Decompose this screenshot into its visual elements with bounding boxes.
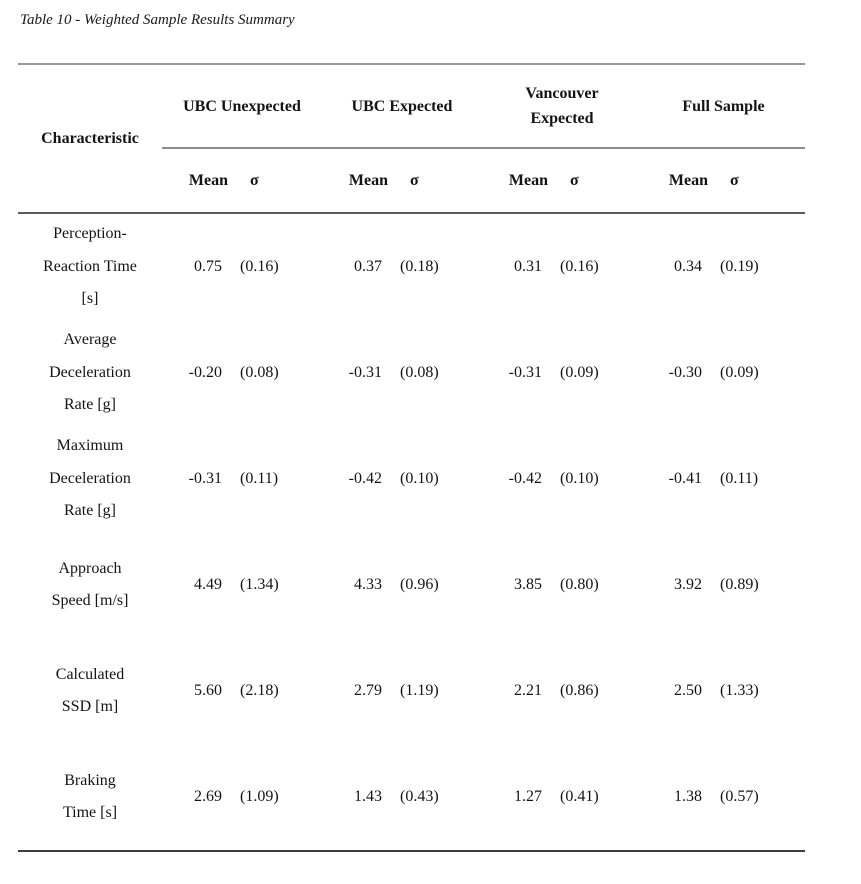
mean-value: -0.31 — [188, 470, 222, 487]
sigma-value: (0.80) — [560, 576, 599, 593]
row-label-line: Maximum — [56, 437, 124, 455]
row-label: Braking Time [s] — [18, 744, 162, 850]
mean-value: 2.21 — [514, 682, 542, 699]
column-header-characteristic: Characteristic — [18, 65, 162, 214]
row-label-line: Calculated — [55, 665, 125, 683]
mean-value: 3.85 — [514, 576, 542, 593]
row-label-line: Perception- — [53, 225, 127, 243]
mean-value: -0.20 — [188, 364, 222, 381]
sigma-value: (1.19) — [400, 682, 439, 699]
sigma-value: (0.18) — [400, 258, 439, 275]
subheader-mean: Mean — [642, 149, 718, 214]
column-group-ubc-expected: UBC Expected — [322, 65, 482, 149]
sigma-value: (1.34) — [240, 576, 279, 593]
mean-value: -0.41 — [668, 470, 702, 487]
row-label-line: Reaction Time — [43, 257, 137, 275]
sigma-value: (1.09) — [240, 788, 279, 805]
row-label-line: Deceleration — [49, 363, 131, 381]
sigma-value: (0.41) — [560, 788, 599, 805]
sigma-value: (1.33) — [720, 682, 759, 699]
mean-value: 0.31 — [514, 258, 542, 275]
row-label-line: Rate [g] — [64, 396, 116, 414]
sigma-value: (0.11) — [240, 470, 279, 487]
column-group-full-sample: Full Sample — [642, 65, 805, 149]
mean-value: 0.75 — [194, 258, 222, 275]
column-group-ubc-unexpected: UBC Unexpected — [162, 65, 322, 149]
row-label: Average Deceleration Rate [g] — [18, 320, 162, 426]
sigma-value: (0.09) — [720, 364, 759, 381]
sigma-value: (0.43) — [400, 788, 439, 805]
row-label: Perception- Reaction Time [s] — [18, 214, 162, 320]
sigma-value: (0.96) — [400, 576, 439, 593]
mean-value: -0.42 — [508, 470, 542, 487]
row-label-line: Average — [63, 331, 117, 349]
subheader-sigma: σ — [558, 149, 642, 214]
mean-value: 2.50 — [674, 682, 702, 699]
row-label-line: Rate [g] — [64, 502, 116, 520]
subheader-sigma: σ — [238, 149, 322, 214]
sigma-value: (0.09) — [560, 364, 599, 381]
column-group-vancouver-expected: Vancouver Expected — [482, 65, 642, 149]
row-label-line: Time [s] — [62, 804, 118, 821]
row-label-line: SSD [m] — [61, 698, 119, 715]
mean-value: 5.60 — [194, 682, 222, 699]
mean-value: 0.37 — [354, 258, 382, 275]
row-label: Maximum Deceleration Rate [g] — [18, 426, 162, 532]
row-label-line: Deceleration — [49, 469, 131, 487]
sigma-value: (0.08) — [400, 364, 439, 381]
sigma-value: (0.10) — [400, 470, 439, 487]
mean-value: 2.79 — [354, 682, 382, 699]
mean-value: 1.43 — [354, 788, 382, 805]
results-table: Characteristic UBC Unexpected UBC Expect… — [18, 63, 805, 852]
row-label: Calculated SSD [m] — [18, 638, 162, 744]
mean-value: -0.42 — [348, 470, 382, 487]
subheader-mean: Mean — [322, 149, 398, 214]
mean-value: 4.33 — [354, 576, 382, 593]
sigma-value: (0.86) — [560, 682, 599, 699]
mean-value: 2.69 — [194, 788, 222, 805]
mean-value: -0.30 — [668, 364, 702, 381]
sigma-value: (0.16) — [240, 258, 279, 275]
mean-value: 3.92 — [674, 576, 702, 593]
sigma-value: (0.08) — [240, 364, 279, 381]
mean-value: -0.31 — [348, 364, 382, 381]
sigma-value: (2.18) — [240, 682, 279, 699]
row-label: Approach Speed [m/s] — [18, 532, 162, 638]
mean-value: 4.49 — [194, 576, 222, 593]
subheader-sigma: σ — [398, 149, 482, 214]
mean-value: 1.38 — [674, 788, 702, 805]
row-label-line: [s] — [81, 290, 99, 308]
sigma-value: (0.11) — [720, 470, 759, 487]
row-label-line: Braking — [64, 771, 116, 789]
sigma-value: (0.89) — [720, 576, 759, 593]
mean-value: 0.34 — [674, 258, 702, 275]
subheader-mean: Mean — [162, 149, 238, 214]
sigma-value: (0.19) — [720, 258, 759, 275]
subheader-mean: Mean — [482, 149, 558, 214]
mean-value: -0.31 — [508, 364, 542, 381]
row-label-line: Approach — [58, 559, 122, 577]
sigma-value: (0.16) — [560, 258, 599, 275]
mean-value: 1.27 — [514, 788, 542, 805]
sigma-value: (0.10) — [560, 470, 599, 487]
subheader-sigma: σ — [718, 149, 805, 214]
row-label-line: Speed [m/s] — [51, 592, 129, 609]
sigma-value: (0.57) — [720, 788, 759, 805]
table-caption: Table 10 - Weighted Sample Results Summa… — [20, 12, 295, 28]
